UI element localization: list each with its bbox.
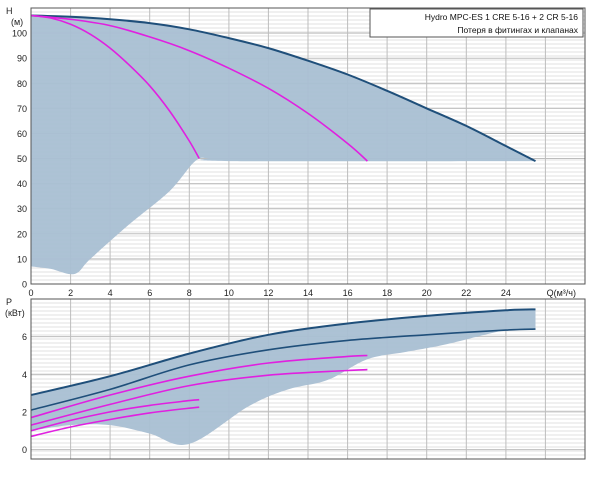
head-y-axis-unit: (м) (11, 17, 23, 27)
power-y-tick-label: 0 (22, 445, 27, 455)
head-x-tick-label: 6 (147, 288, 152, 298)
head-y-tick-label: 50 (17, 154, 27, 164)
head-x-tick-label: 18 (382, 288, 392, 298)
head-x-tick-label: 12 (263, 288, 273, 298)
power-operating-area (31, 309, 536, 445)
head-x-tick-label: 16 (343, 288, 353, 298)
legend-entry: Потеря в фитингах и клапанах (457, 25, 578, 35)
head-curve-2 (30, 14, 200, 159)
head-y-tick-label: 100 (12, 29, 27, 39)
head-y-tick-label: 30 (17, 204, 27, 214)
power-y-axis-unit: (кВт) (5, 308, 25, 318)
head-x-tick-label: 2 (68, 288, 73, 298)
power-y-axis-label: P (6, 297, 12, 307)
head-x-tick-label: 10 (224, 288, 234, 298)
head-x-tick-label: 8 (187, 288, 192, 298)
head-x-tick-label: 4 (108, 288, 113, 298)
head-y-axis-label: H (6, 6, 13, 16)
head-y-tick-label: 0 (22, 280, 27, 290)
head-x-axis-label: Q(м³/ч) (547, 288, 576, 298)
power-curve-6 (30, 406, 200, 438)
power-curve-5 (30, 398, 200, 432)
legend-box (369, 8, 584, 38)
head-curve-1 (30, 14, 536, 162)
head-operating-area (31, 15, 536, 275)
head-y-tick-label: 90 (17, 54, 27, 64)
head-curve-3 (30, 14, 368, 162)
power-curve-1 (30, 308, 536, 396)
power-curve-3 (30, 354, 368, 419)
power-y-tick-label: 2 (22, 407, 27, 417)
head-y-tick-label: 80 (17, 79, 27, 89)
head-x-tick-label: 14 (303, 288, 313, 298)
head-y-tick-label: 40 (17, 179, 27, 189)
power-curve-4 (30, 368, 368, 426)
power-y-tick-label: 4 (22, 370, 27, 380)
head-x-tick-label: 24 (501, 288, 511, 298)
head-x-tick-label: 20 (422, 288, 432, 298)
power-curve-2 (30, 328, 536, 411)
head-y-tick-label: 10 (17, 254, 27, 264)
head-y-tick-label: 20 (17, 229, 27, 239)
power-plot-frame (30, 298, 586, 460)
legend-entry: Hydro MPC-ES 1 CRE 5-16 + 2 CR 5-16 (425, 12, 579, 22)
head-y-tick-label: 60 (17, 129, 27, 139)
head-x-tick-label: 0 (28, 288, 33, 298)
power-y-tick-label: 6 (22, 332, 27, 342)
power-chart-panel: 0 2 4 6 P(кВт) (5, 297, 586, 460)
head-x-tick-label: 22 (461, 288, 471, 298)
head-y-tick-label: 70 (17, 104, 27, 114)
head-plot-frame (30, 7, 586, 285)
